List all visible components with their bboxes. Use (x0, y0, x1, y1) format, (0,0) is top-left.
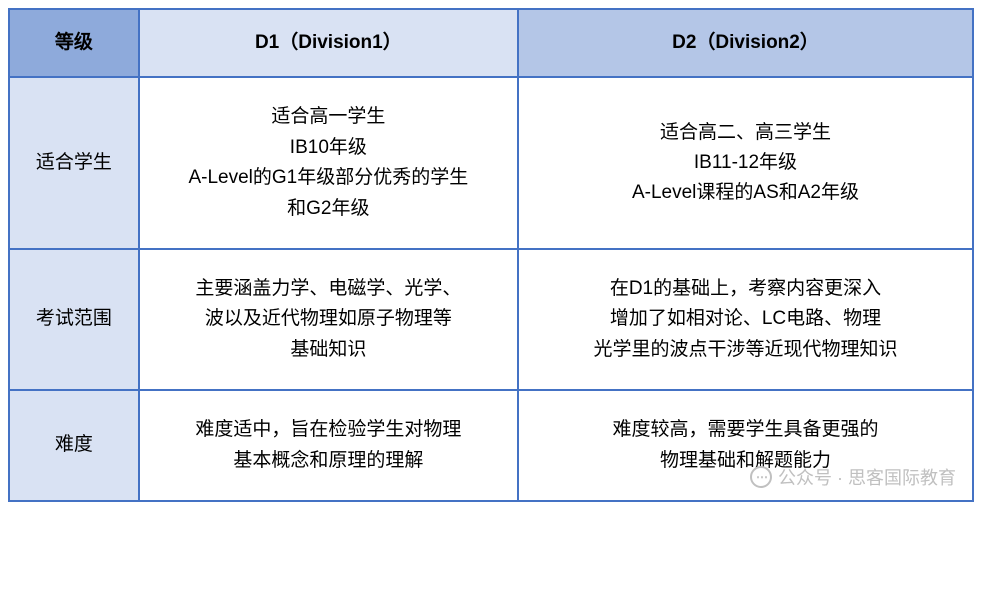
header-level: 等级 (9, 9, 139, 77)
comparison-table: 等级 D1（Division1） D2（Division2） 适合学生 适合高一… (8, 8, 974, 502)
row-label-scope: 考试范围 (9, 249, 139, 390)
header-d2: D2（Division2） (518, 9, 973, 77)
cell-d1-scope: 主要涵盖力学、电磁学、光学、 波以及近代物理如原子物理等 基础知识 (139, 249, 518, 390)
table-header-row: 等级 D1（Division1） D2（Division2） (9, 9, 973, 77)
table-row: 考试范围 主要涵盖力学、电磁学、光学、 波以及近代物理如原子物理等 基础知识 在… (9, 249, 973, 390)
row-label-difficulty: 难度 (9, 390, 139, 501)
header-d1: D1（Division1） (139, 9, 518, 77)
watermark-text: 公众号 · 思客国际教育 (778, 464, 956, 490)
cell-d2-students: 适合高二、高三学生 IB11-12年级 A-Level课程的AS和A2年级 (518, 77, 973, 249)
cell-d1-students: 适合高一学生 IB10年级 A-Level的G1年级部分优秀的学生 和G2年级 (139, 77, 518, 249)
row-label-students: 适合学生 (9, 77, 139, 249)
cell-d2-scope: 在D1的基础上，考察内容更深入 增加了如相对论、LC电路、物理 光学里的波点干涉… (518, 249, 973, 390)
comparison-table-container: 等级 D1（Division1） D2（Division2） 适合学生 适合高一… (8, 8, 974, 502)
wechat-icon (750, 466, 772, 488)
watermark: 公众号 · 思客国际教育 (750, 464, 956, 490)
cell-d1-difficulty: 难度适中，旨在检验学生对物理 基本概念和原理的理解 (139, 390, 518, 501)
table-row: 适合学生 适合高一学生 IB10年级 A-Level的G1年级部分优秀的学生 和… (9, 77, 973, 249)
